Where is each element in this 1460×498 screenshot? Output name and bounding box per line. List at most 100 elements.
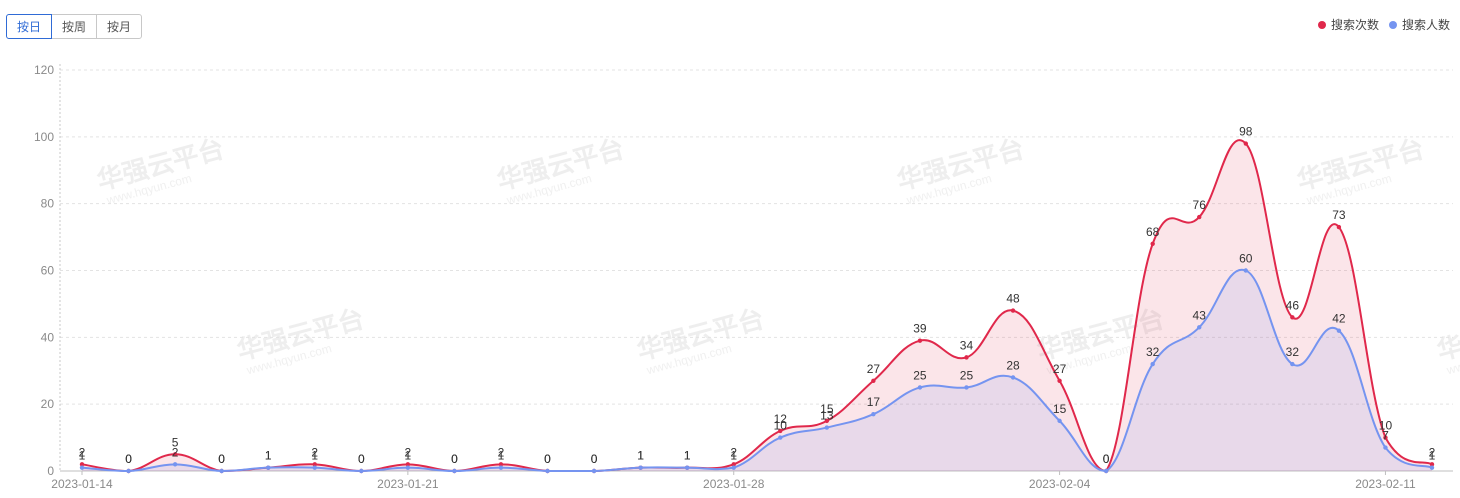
data-point (545, 468, 550, 474)
data-label: 2 (1429, 445, 1436, 459)
y-tick-label: 100 (34, 130, 54, 144)
y-tick-label: 20 (41, 397, 55, 411)
data-label: 1 (1429, 449, 1436, 463)
data-label: 60 (1239, 252, 1253, 266)
data-label: 0 (451, 452, 458, 466)
tab-by-day[interactable]: 按日 (6, 14, 53, 39)
data-point (917, 385, 923, 390)
data-point (266, 465, 271, 470)
data-point (359, 468, 364, 474)
data-point (1429, 462, 1435, 467)
data-label: 1 (498, 449, 505, 463)
data-label: 28 (1006, 358, 1020, 372)
data-label: 1 (311, 449, 318, 463)
data-label: 0 (218, 452, 225, 466)
data-point (405, 462, 411, 467)
tab-by-month[interactable]: 按月 (96, 14, 143, 39)
data-point (405, 465, 411, 470)
data-label: 68 (1146, 225, 1160, 239)
data-point (778, 428, 783, 434)
series-line (81, 139, 1433, 473)
y-tick-label: 40 (41, 330, 55, 344)
data-point (871, 378, 876, 383)
chart-legend: 搜索次数 搜索人数 (1308, 16, 1450, 33)
data-point (1010, 375, 1016, 380)
y-tick-label: 60 (41, 264, 55, 278)
data-point (1197, 214, 1202, 220)
data-point (172, 452, 178, 457)
data-label: 2 (730, 445, 737, 459)
data-label: 0 (591, 452, 598, 466)
data-label: 25 (960, 368, 974, 382)
data-label: 10 (1379, 419, 1393, 433)
data-point (498, 465, 504, 470)
data-point (172, 462, 178, 467)
data-label: 5 (172, 435, 179, 449)
data-label: 7 (1382, 429, 1389, 443)
legend-marker-search-users (1388, 20, 1397, 29)
data-label: 27 (1053, 362, 1067, 376)
series-area (82, 140, 1432, 471)
data-label: 12 (774, 412, 788, 426)
data-point (126, 468, 131, 474)
data-label: 0 (358, 452, 365, 466)
data-label: 39 (913, 322, 927, 336)
data-label: 1 (265, 449, 272, 463)
legend-item-search-count[interactable]: 搜索次数 (1317, 16, 1379, 33)
data-label: 0 (544, 452, 551, 466)
data-label: 1 (684, 449, 691, 463)
data-point (591, 468, 597, 474)
data-point (684, 465, 690, 470)
data-point (79, 462, 85, 467)
data-label: 2 (498, 445, 505, 459)
data-label: 13 (820, 409, 834, 423)
data-label: 76 (1193, 198, 1207, 212)
data-point (1103, 468, 1109, 474)
data-point (1057, 418, 1062, 424)
data-point (312, 465, 317, 470)
data-point (731, 465, 736, 470)
series-area (82, 269, 1432, 471)
data-point (1383, 435, 1388, 440)
data-point (917, 338, 923, 343)
data-point (1150, 361, 1155, 367)
data-label: 32 (1286, 345, 1300, 359)
data-label: 0 (125, 452, 132, 466)
legend-item-search-users[interactable]: 搜索人数 (1388, 16, 1450, 33)
data-label: 1 (637, 449, 644, 463)
data-label: 32 (1146, 345, 1160, 359)
data-point (1383, 445, 1388, 450)
data-point (1336, 224, 1342, 230)
x-tick-label: 2023-02-04 (1029, 477, 1091, 491)
y-tick-label: 120 (34, 63, 54, 77)
legend-label-search-count: 搜索次数 (1330, 18, 1379, 32)
data-point (1243, 141, 1248, 146)
data-point (1336, 328, 1342, 333)
data-point (79, 465, 85, 470)
y-tick-label: 0 (47, 464, 54, 478)
data-label: 46 (1286, 298, 1300, 312)
data-label: 0 (1103, 452, 1110, 466)
data-point (1243, 268, 1248, 273)
x-tick-label: 2023-02-11 (1355, 477, 1416, 491)
data-point (638, 465, 643, 470)
data-point (1150, 241, 1155, 246)
data-label: 0 (125, 452, 132, 466)
data-point (824, 418, 830, 424)
data-point (731, 462, 736, 467)
legend-marker-search-count (1317, 20, 1326, 29)
data-point (1057, 378, 1062, 383)
data-point (1010, 308, 1016, 313)
data-point (964, 355, 969, 360)
data-label: 73 (1332, 208, 1346, 222)
data-label: 25 (913, 368, 927, 382)
watermark-text: 华强云平台 (1434, 303, 1460, 366)
data-point (1290, 361, 1295, 367)
data-label: 10 (774, 419, 788, 433)
data-label: 48 (1006, 292, 1020, 306)
data-point (1197, 325, 1202, 330)
data-label: 42 (1332, 312, 1346, 326)
data-point (778, 435, 783, 440)
data-point (219, 468, 224, 474)
data-label: 2 (311, 445, 318, 459)
